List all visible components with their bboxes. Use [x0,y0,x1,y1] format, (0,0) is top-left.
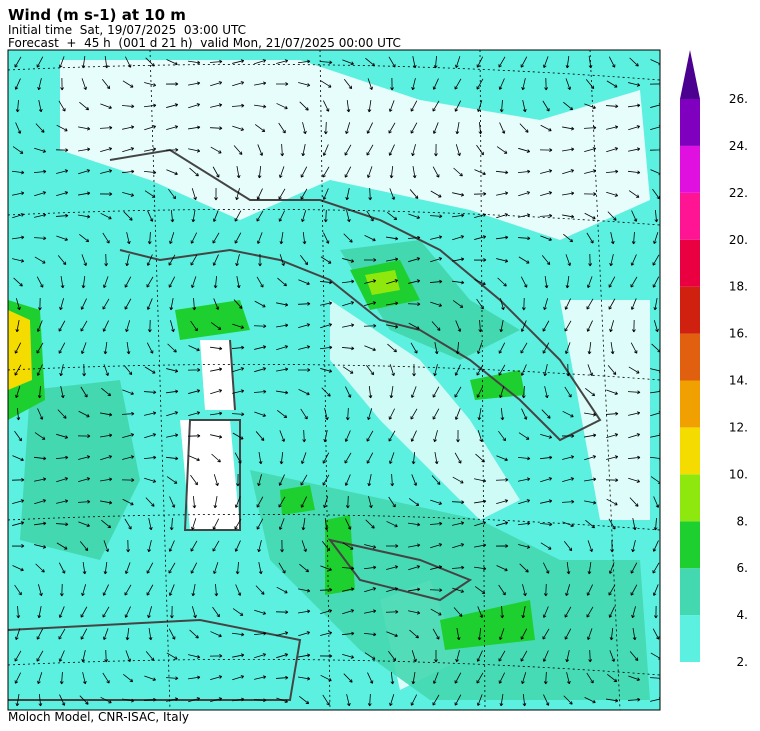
colorbar-segment [680,192,700,240]
colorbar-label: 22. [729,186,748,200]
colorbar-label: 16. [729,327,748,341]
colorbar-label: 18. [729,280,748,294]
colorbar-segment [680,145,700,193]
wind-field [8,50,660,710]
colorbar-segment [680,380,700,428]
map-frame [7,49,661,711]
colorbar-label: 14. [729,374,748,388]
colorbar-label: 20. [729,233,748,247]
colorbar-segment [680,427,700,475]
arrow-grid [11,55,660,707]
forecast: Forecast + 45 h (001 d 21 h) valid Mon, … [8,36,401,50]
title: Wind (m s-1) at 10 m [8,6,186,24]
colorbar-segment [680,615,700,662]
initial-time: Initial time Sat, 19/07/2025 03:00 UTC [8,23,247,37]
colorbar-label: 2. [737,655,748,669]
colorbar-label: 12. [729,420,748,434]
colorbar-extend [680,50,700,99]
colorbar-label: 6. [737,561,748,575]
colorbar-segment [680,239,700,287]
colorbar-label: 4. [737,608,748,622]
colorbar-segment [680,99,700,146]
colorbar-label: 10. [729,467,748,481]
footer: Moloch Model, CNR-ISAC, Italy [8,710,190,724]
colorbar-segment [680,286,700,334]
colorbar-segment [680,474,700,522]
colorbar-label: 8. [737,514,748,528]
wind-arrows [11,55,660,707]
colorbar-label: 24. [729,139,748,153]
colorbar-label: 26. [729,92,748,106]
colorbar-segment [680,333,700,381]
colorbar: 2. 4. 6. 8. 10. 12. 14. 16. 18. 20. 22. 24. 26. [680,50,748,669]
colorbar-segment [680,521,700,569]
colorbar-segment [680,568,700,616]
